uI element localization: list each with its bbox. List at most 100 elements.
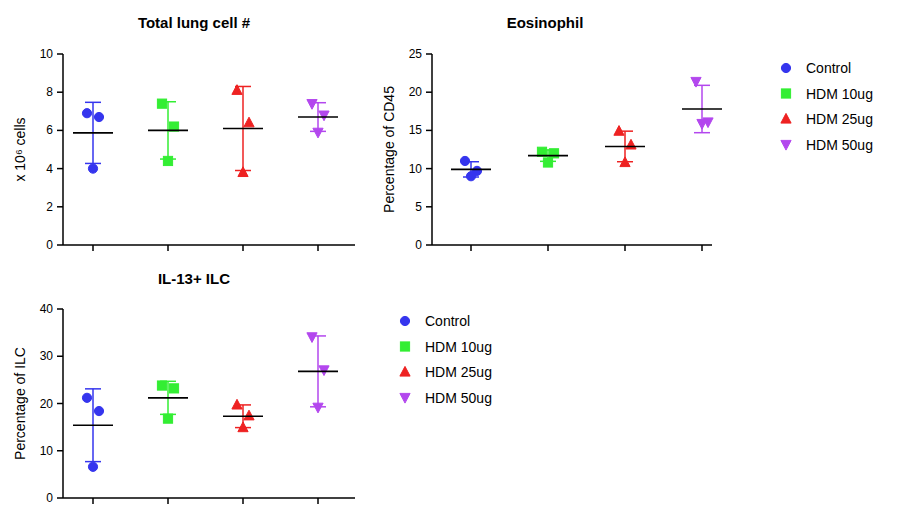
y-tick	[426, 168, 432, 170]
x-tick	[624, 245, 626, 251]
point	[82, 393, 91, 402]
point	[697, 119, 707, 129]
x-axis	[432, 244, 712, 246]
y-axis	[62, 54, 64, 245]
mean-line	[148, 130, 188, 132]
legend-marker	[400, 342, 409, 351]
point	[626, 139, 636, 149]
x-tick	[547, 245, 549, 251]
y-tick	[426, 130, 432, 132]
mean-line	[148, 397, 188, 399]
y-tick-label: 10	[409, 162, 423, 176]
point	[232, 399, 242, 409]
x-tick	[470, 245, 472, 251]
y-tick-label: 5	[415, 200, 422, 214]
legend-marker	[781, 89, 790, 98]
plot-area	[451, 77, 722, 180]
title: Total lung cell #	[138, 14, 251, 31]
point	[157, 381, 166, 390]
point	[244, 410, 254, 420]
point	[313, 403, 323, 413]
point	[157, 99, 166, 108]
y-tick-label: 10	[40, 444, 54, 458]
error-bar-cap	[85, 102, 101, 104]
point	[163, 414, 172, 423]
x-tick	[92, 498, 94, 504]
mean-line	[298, 116, 338, 118]
x-tick	[701, 245, 703, 251]
chart: IL-13+ ILCPercentage of ILC010203040Cont…	[12, 270, 492, 505]
error-bar-cap	[694, 132, 710, 134]
point	[307, 100, 317, 110]
x-tick	[242, 498, 244, 504]
point	[82, 109, 91, 118]
mean-line	[73, 132, 113, 134]
y-tick	[57, 497, 63, 499]
point	[88, 462, 97, 471]
y-tick-label: 2	[46, 200, 53, 214]
y-tick	[57, 308, 63, 310]
y-axis-label: x 10⁶ cells	[12, 117, 28, 181]
point	[94, 406, 103, 415]
y-tick-label: 4	[46, 162, 53, 176]
title: Eosinophil	[507, 14, 584, 31]
y-tick	[57, 130, 63, 132]
point	[460, 156, 469, 165]
mean-line	[223, 415, 263, 417]
chart: Total lung cell # x 10⁶ cells 0 2 4 6 8 10	[12, 14, 355, 252]
point	[313, 128, 323, 138]
legend: ControlHDM 10ugHDM 25ugHDM 50ug	[400, 313, 492, 406]
y-tick	[57, 206, 63, 208]
legend-marker	[781, 63, 790, 72]
legend-marker	[400, 316, 409, 325]
y-tick-label: 20	[40, 397, 54, 411]
x-tick	[167, 498, 169, 504]
x-tick	[167, 245, 169, 251]
point	[238, 422, 248, 432]
legend-label: HDM 50ug	[425, 390, 492, 406]
y-tick-label: 0	[46, 238, 53, 252]
y-tick-label: 40	[40, 302, 54, 316]
point	[232, 85, 242, 95]
y-tick	[57, 53, 63, 55]
legend: ControlHDM 10ugHDM 25ugHDM 50ug	[781, 60, 873, 153]
y-tick-label: 25	[409, 47, 423, 61]
y-tick	[57, 168, 63, 170]
x-tick	[317, 245, 319, 251]
legend-label: Control	[425, 313, 470, 329]
plot-area	[73, 333, 338, 472]
mean-line	[682, 108, 722, 110]
y-tick	[426, 244, 432, 246]
y-tick-label: 0	[415, 238, 422, 252]
y-tick	[57, 91, 63, 93]
x-tick	[242, 245, 244, 251]
plot-area	[73, 85, 338, 177]
mean-line	[451, 169, 491, 171]
mean-line	[605, 146, 645, 148]
y-tick-label: 6	[46, 123, 53, 137]
point	[88, 164, 97, 173]
y-tick	[426, 91, 432, 93]
legend-label: HDM 25ug	[425, 364, 492, 380]
point	[169, 384, 178, 393]
chart: EosinophilPercentage of CD450510152025Co…	[381, 14, 873, 252]
y-tick	[426, 53, 432, 55]
y-tick	[57, 450, 63, 452]
point	[549, 149, 558, 158]
figure: Total lung cell # x 10⁶ cells 0 2 4 6 8 10 Eosin…	[0, 0, 915, 513]
legend-label: HDM 50ug	[806, 137, 873, 153]
y-axis-label: Percentage of CD45	[381, 86, 397, 213]
y-tick-label: 8	[46, 85, 53, 99]
legend-label: HDM 25ug	[806, 111, 873, 127]
mean-line	[528, 155, 568, 157]
point	[238, 167, 248, 177]
legend-marker	[400, 393, 410, 403]
y-tick	[57, 244, 63, 246]
point	[614, 126, 624, 136]
legend-marker	[400, 366, 410, 376]
point	[244, 117, 254, 127]
y-tick-label: 10	[40, 47, 54, 61]
point	[163, 156, 172, 165]
x-axis	[63, 244, 355, 246]
y-tick	[57, 403, 63, 405]
